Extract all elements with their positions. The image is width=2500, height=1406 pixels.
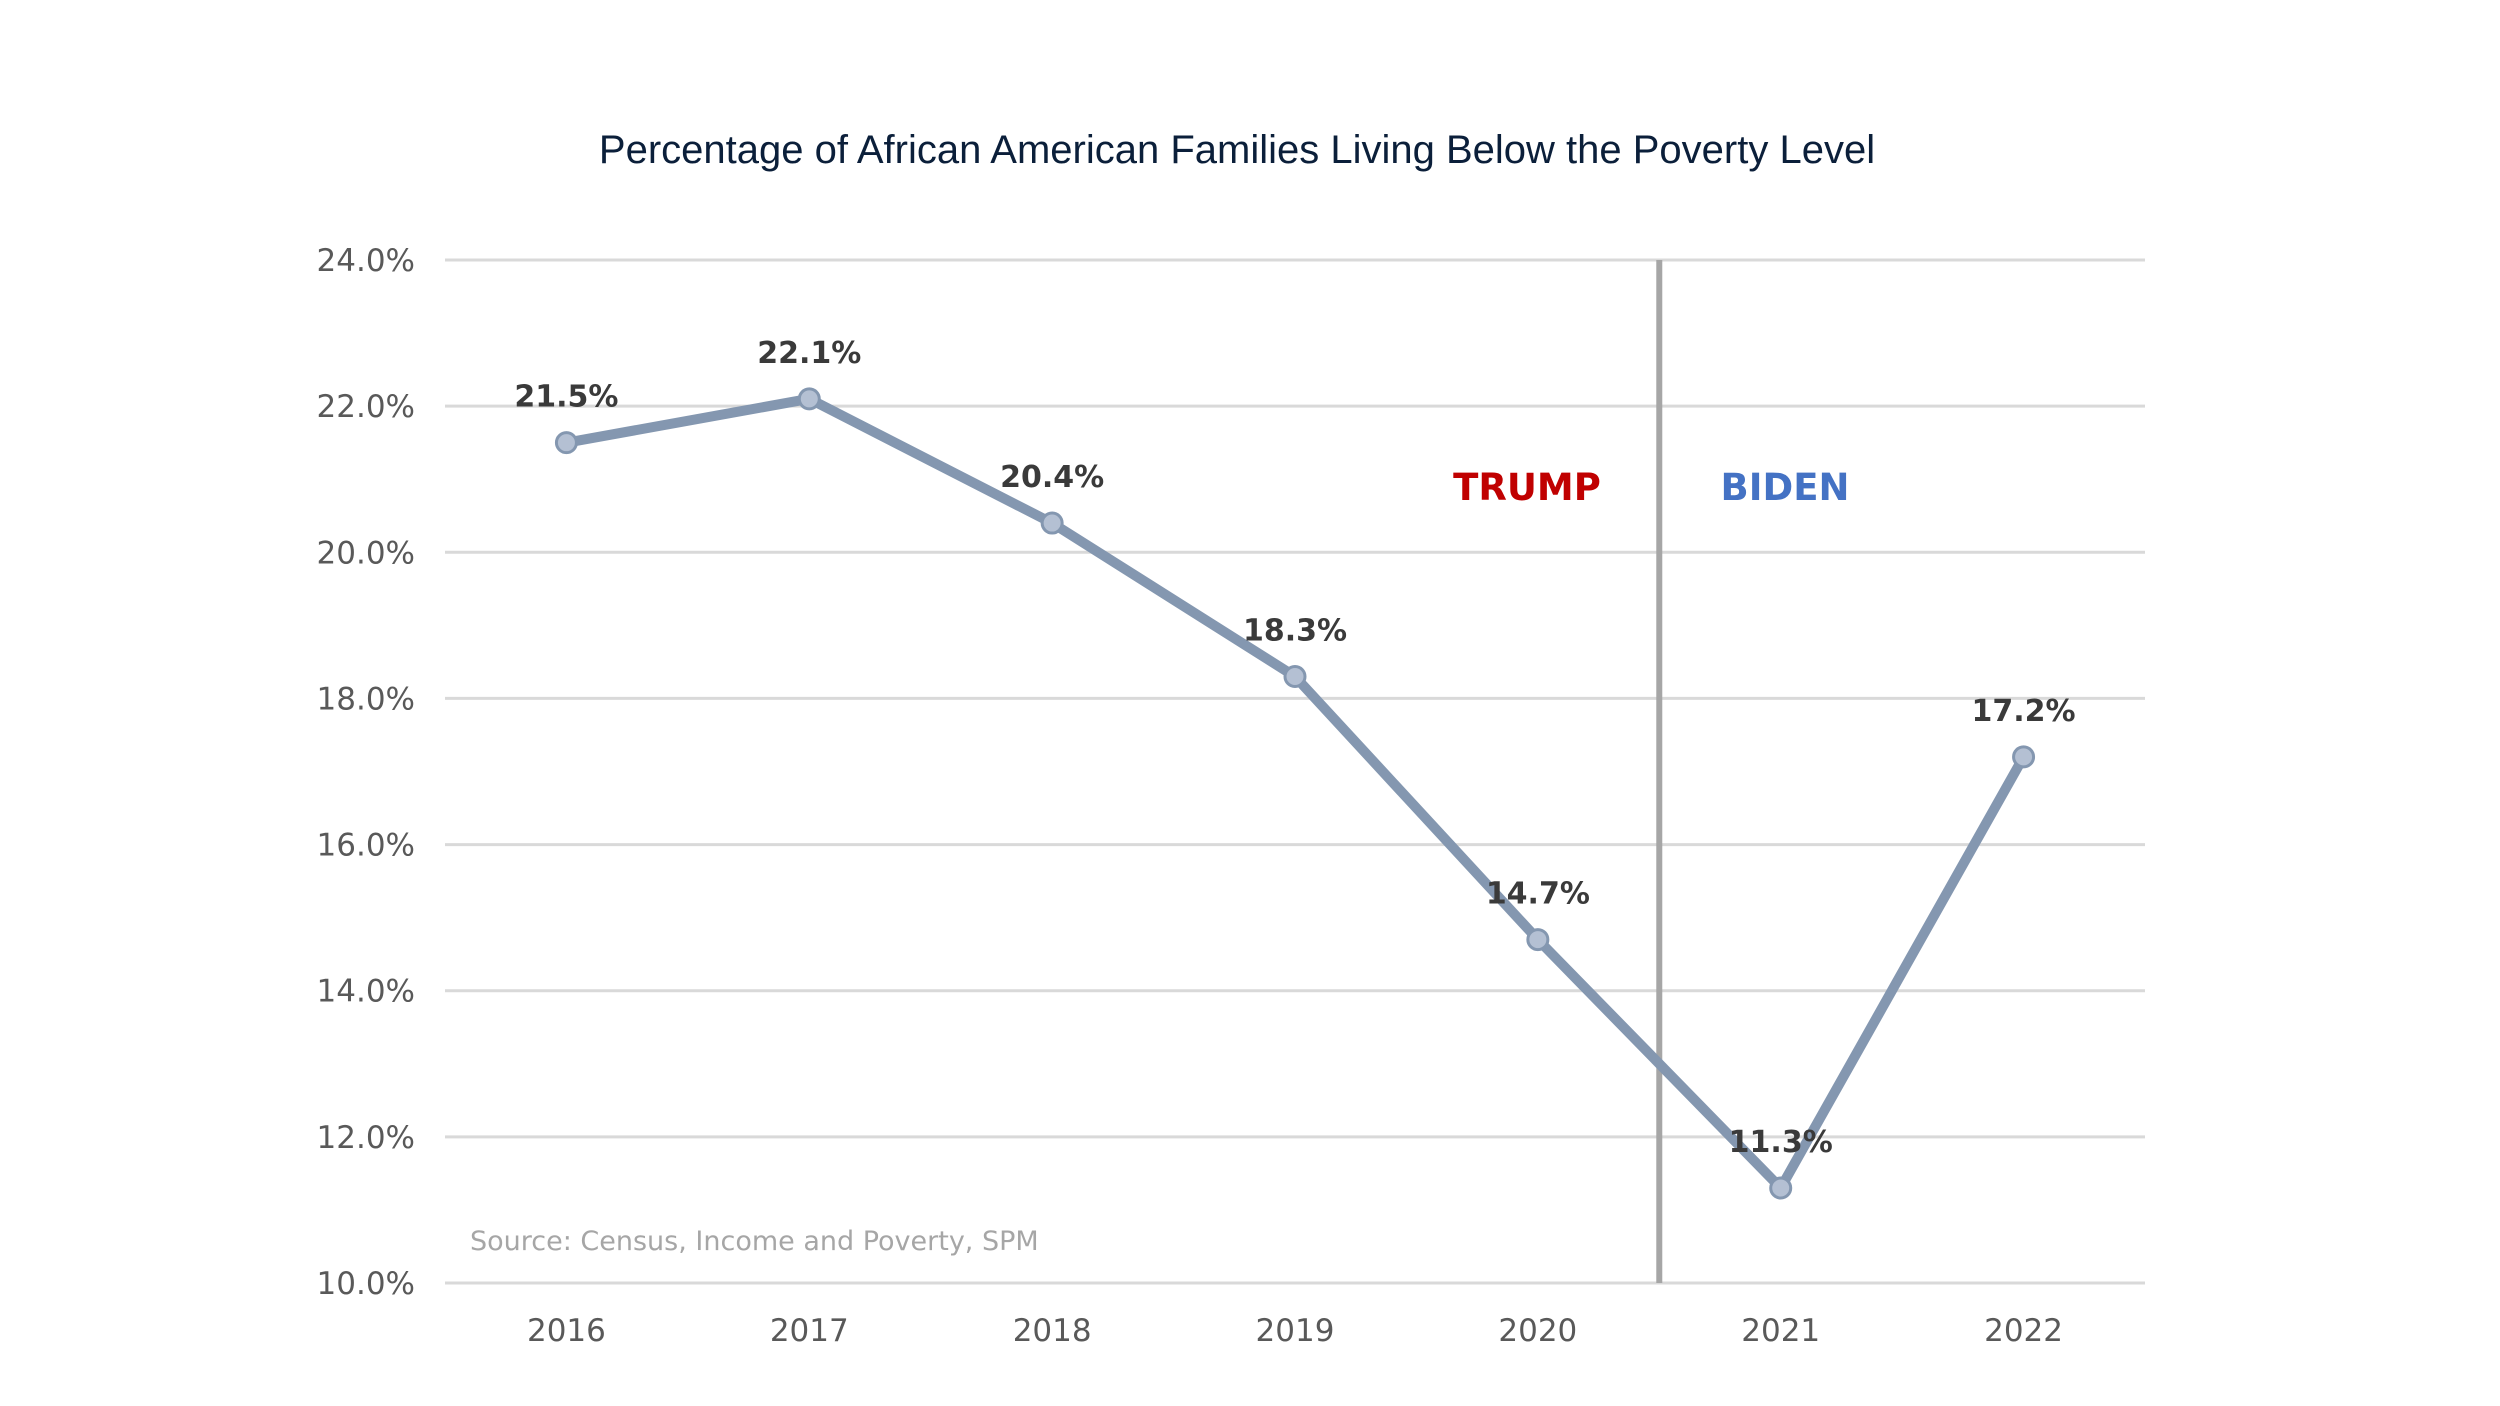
x-tick-label: 2017 — [770, 1313, 849, 1349]
chart-title: Percentage of African American Families … — [599, 128, 1875, 172]
data-point — [1283, 665, 1307, 689]
trump-era-label: TRUMP — [1453, 466, 1601, 509]
y-tick-label: 10.0% — [317, 1266, 415, 1302]
data-point — [797, 387, 821, 411]
data-label: 14.7% — [1486, 877, 1590, 912]
x-axis-ticks: 2016 2017 2018 2019 2020 2021 2022 — [527, 1313, 2063, 1349]
x-tick-label: 2022 — [1984, 1313, 2063, 1349]
x-tick-label: 2021 — [1741, 1313, 1820, 1349]
x-tick-label: 2018 — [1013, 1313, 1092, 1349]
y-tick-label: 22.0% — [317, 389, 415, 425]
data-label: 20.4% — [1000, 460, 1104, 495]
y-tick-label: 14.0% — [317, 974, 415, 1010]
data-point — [554, 431, 578, 455]
data-point — [1526, 928, 1550, 952]
y-tick-label: 20.0% — [317, 535, 415, 571]
x-tick-label: 2020 — [1498, 1313, 1577, 1349]
data-label: 17.2% — [1972, 694, 2076, 729]
x-tick-label: 2016 — [527, 1313, 606, 1349]
series-layer — [554, 387, 2036, 1200]
data-point — [2012, 745, 2036, 769]
data-label: 18.3% — [1243, 614, 1347, 649]
y-axis-ticks: 10.0% 12.0% 14.0% 16.0% 18.0% 20.0% 22.0% 24.0% — [317, 243, 415, 1302]
x-tick-label: 2019 — [1256, 1313, 1335, 1349]
biden-era-label: BIDEN — [1721, 466, 1850, 509]
data-label: 21.5% — [514, 380, 618, 415]
data-label: 11.3% — [1729, 1125, 1833, 1160]
data-labels: 21.5% 22.1% 20.4% 18.3% 14.7% 11.3% 17.2% — [514, 336, 2075, 1160]
grid-lines — [445, 258, 2145, 1285]
data-point — [1769, 1176, 1793, 1200]
data-label: 22.1% — [757, 336, 861, 371]
y-tick-label: 24.0% — [317, 243, 415, 279]
y-tick-label: 18.0% — [317, 681, 415, 717]
data-point — [1040, 511, 1064, 535]
y-tick-label: 12.0% — [317, 1120, 415, 1156]
source-note: Source: Census, Income and Poverty, SPM — [470, 1226, 1039, 1257]
y-tick-label: 16.0% — [317, 828, 415, 864]
